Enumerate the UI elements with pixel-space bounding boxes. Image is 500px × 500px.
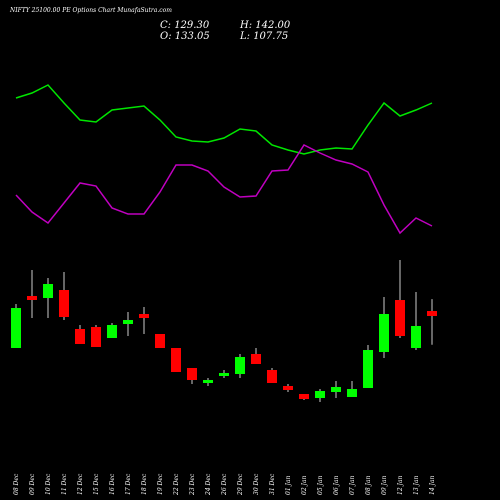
candle-body (171, 348, 181, 372)
x-tick-label: 23 Dec (189, 473, 196, 496)
x-tick-label: 05 Jan (317, 475, 324, 495)
candle-body (27, 296, 37, 300)
candle-body (219, 373, 229, 376)
x-tick-label: 12 Dec (77, 473, 84, 495)
x-tick-label: 17 Dec (125, 473, 132, 495)
chart-title: NIFTY 25100.00 PE Options Chart MunafaSu… (9, 7, 172, 14)
candle-body (411, 326, 421, 348)
x-tick-label: 01 Jan (285, 475, 292, 495)
candle-body (187, 368, 197, 380)
candle-body (299, 394, 309, 399)
candle-body (283, 386, 293, 390)
candle-body (75, 329, 85, 344)
candle-body (267, 370, 277, 383)
x-tick-label: 06 Jan (333, 475, 340, 495)
candle-body (139, 314, 149, 318)
x-tick-label: 09 Jan (381, 475, 388, 495)
x-tick-label: 12 Jan (397, 475, 404, 495)
indicator-line (15, 144, 433, 235)
x-tick-label: 30 Dec (253, 473, 260, 495)
candle-body (363, 350, 373, 388)
x-tick-label: 10 Dec (45, 473, 52, 495)
candle-body (331, 387, 341, 392)
info-low: L: 107.75 (239, 31, 288, 42)
info-close: C: 129.30 (160, 20, 210, 31)
candle-body (251, 354, 261, 364)
candle-body (155, 334, 165, 348)
candle-body (315, 391, 325, 398)
candle-body (107, 325, 117, 338)
x-tick-label: 22 Dec (173, 473, 180, 496)
x-tick-label: 08 Dec (13, 473, 20, 495)
x-tick-label: 19 Dec (157, 473, 164, 495)
x-tick-label: 29 Dec (237, 473, 244, 496)
x-tick-label: 18 Dec (141, 473, 148, 495)
candle-body (203, 380, 213, 383)
x-tick-label: 02 Jan (301, 475, 308, 495)
x-tick-label: 13 Jan (413, 475, 420, 495)
candle-body (123, 320, 133, 324)
x-tick-label: 31 Dec (269, 473, 276, 495)
candle-body (379, 314, 389, 352)
candle-body (347, 389, 357, 397)
candle-body (91, 327, 101, 347)
candle-body (11, 308, 21, 348)
x-tick-label: 24 Dec (205, 473, 212, 496)
x-tick-label: 11 Dec (61, 473, 68, 495)
candle-body (59, 290, 69, 317)
x-tick-label: 15 Dec (93, 473, 100, 495)
candle-body (395, 300, 405, 336)
candle-body (427, 311, 437, 316)
x-tick-label: 08 Jan (365, 475, 372, 495)
x-tick-label: 14 Jan (429, 475, 436, 495)
x-tick-label: 26 Dec (221, 473, 228, 496)
info-open: O: 133.05 (160, 31, 210, 42)
info-high: H: 142.00 (239, 20, 291, 31)
candle-body (235, 357, 245, 374)
indicator-line (15, 84, 433, 155)
x-tick-label: 09 Dec (29, 473, 36, 495)
x-tick-label: 16 Dec (109, 473, 116, 495)
x-tick-label: 07 Jan (349, 475, 356, 495)
candle-body (43, 284, 53, 298)
